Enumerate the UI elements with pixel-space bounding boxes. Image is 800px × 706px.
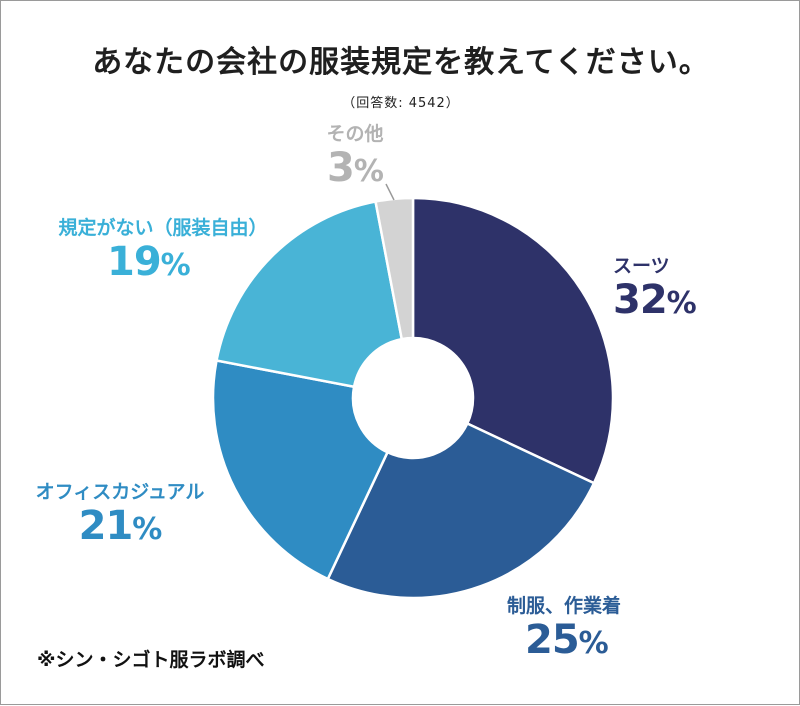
slice-suit xyxy=(411,196,615,485)
slice-unit: % xyxy=(666,286,697,321)
slice-unit: % xyxy=(578,626,609,661)
chart-subtitle: （回答数: 4542） xyxy=(342,96,460,111)
leader-line-other xyxy=(385,183,395,201)
slice-name: 規定がない（服装自由） xyxy=(58,217,268,239)
slice-label-no-rules: 規定がない（服装自由） 19% xyxy=(23,213,303,284)
slice-percent: 3% xyxy=(309,146,401,190)
slice-other xyxy=(374,196,415,341)
slice-name: 制服、作業着 xyxy=(507,595,622,617)
slice-value: 21 xyxy=(78,503,134,549)
slice-name: その他 xyxy=(326,123,384,145)
slice-unit: % xyxy=(160,248,191,283)
slice-uniform xyxy=(326,421,596,600)
slice-value: 25 xyxy=(525,617,580,663)
slice-name: オフィスカジュアル xyxy=(35,481,205,503)
slice-value: 3 xyxy=(327,145,355,191)
slice-unit: % xyxy=(353,154,384,189)
slice-label-other: その他 3% xyxy=(309,119,401,190)
slice-no-rules xyxy=(215,200,404,389)
slice-name: スーツ xyxy=(613,255,670,277)
slice-label-office-casual: オフィスカジュアル 21% xyxy=(15,477,225,548)
slice-percent: 19% xyxy=(23,240,303,284)
slice-value: 32 xyxy=(613,277,668,323)
slice-label-suit: スーツ 32% xyxy=(613,251,697,323)
source-note: ※シン・シゴト服ラボ調べ xyxy=(37,649,265,671)
slice-office-casual xyxy=(211,359,390,581)
slice-percent: 25% xyxy=(507,618,621,662)
slice-unit: % xyxy=(132,512,162,547)
slice-label-uniform: 制服、作業着 25% xyxy=(507,591,621,662)
slice-value: 19 xyxy=(107,239,162,285)
slice-percent: 32% xyxy=(613,277,697,323)
chart-title: あなたの会社の服装規定を教えてください。 xyxy=(92,45,710,80)
slice-percent: 21% xyxy=(15,504,225,548)
